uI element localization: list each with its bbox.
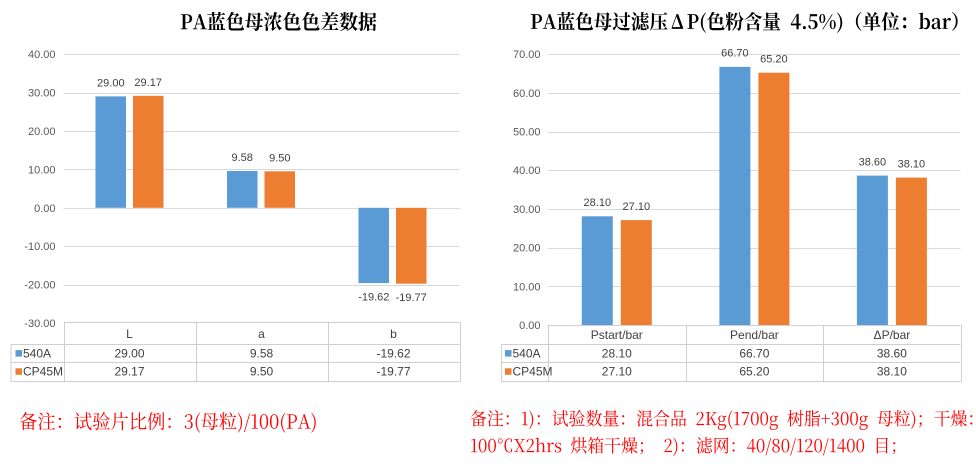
svg-text:10.00: 10.00 [28, 164, 56, 176]
svg-text:29.00: 29.00 [97, 78, 125, 90]
svg-text:65.20: 65.20 [739, 365, 769, 379]
svg-text:38.60: 38.60 [859, 156, 887, 168]
svg-text:9.50: 9.50 [250, 365, 274, 379]
svg-text:540A: 540A [513, 346, 541, 360]
svg-text:540A: 540A [23, 346, 51, 360]
svg-text:-19.62: -19.62 [358, 291, 389, 303]
svg-text:30.00: 30.00 [28, 88, 56, 100]
svg-text:10.00: 10.00 [513, 281, 541, 293]
svg-text:Pend/bar: Pend/bar [730, 328, 779, 342]
svg-text:-10.00: -10.00 [24, 241, 55, 253]
svg-text:38.10: 38.10 [898, 158, 926, 170]
svg-text:9.58: 9.58 [250, 346, 274, 360]
svg-text:9.58: 9.58 [231, 152, 252, 164]
svg-text:0.00: 0.00 [519, 320, 540, 332]
svg-text:-19.77: -19.77 [376, 365, 410, 379]
svg-text:-30.00: -30.00 [24, 318, 55, 330]
svg-text:66.70: 66.70 [721, 48, 749, 60]
svg-text:CP45M: CP45M [23, 365, 63, 379]
svg-text:28.10: 28.10 [602, 346, 632, 360]
svg-text:-19.62: -19.62 [376, 346, 410, 360]
svg-text:38.10: 38.10 [877, 365, 907, 379]
svg-text:38.60: 38.60 [877, 346, 907, 360]
svg-text:b: b [390, 327, 397, 341]
svg-text:L: L [126, 327, 133, 341]
svg-text:9.50: 9.50 [269, 153, 290, 165]
svg-text:-19.77: -19.77 [396, 292, 427, 304]
svg-text:28.10: 28.10 [584, 197, 612, 209]
svg-text:27.10: 27.10 [602, 365, 632, 379]
svg-text:20.00: 20.00 [513, 243, 541, 255]
svg-text:65.20: 65.20 [760, 54, 788, 66]
svg-text:29.17: 29.17 [134, 77, 162, 89]
svg-text:Pstart/bar: Pstart/bar [591, 328, 643, 342]
svg-text:40.00: 40.00 [513, 165, 541, 177]
svg-text:50.00: 50.00 [513, 127, 541, 139]
svg-text:0.00: 0.00 [34, 203, 55, 215]
svg-text:30.00: 30.00 [513, 204, 541, 216]
svg-text:29.00: 29.00 [114, 346, 144, 360]
svg-text:29.17: 29.17 [114, 365, 144, 379]
svg-text:20.00: 20.00 [28, 126, 56, 138]
svg-text:-20.00: -20.00 [24, 280, 55, 292]
svg-text:a: a [258, 327, 265, 341]
svg-text:60.00: 60.00 [513, 88, 541, 100]
svg-text:40.00: 40.00 [28, 49, 56, 61]
svg-text:ΔP/bar: ΔP/bar [874, 328, 911, 342]
svg-text:66.70: 66.70 [739, 346, 769, 360]
svg-text:27.10: 27.10 [623, 201, 651, 213]
svg-text:CP45M: CP45M [513, 365, 553, 379]
svg-text:70.00: 70.00 [513, 49, 541, 61]
